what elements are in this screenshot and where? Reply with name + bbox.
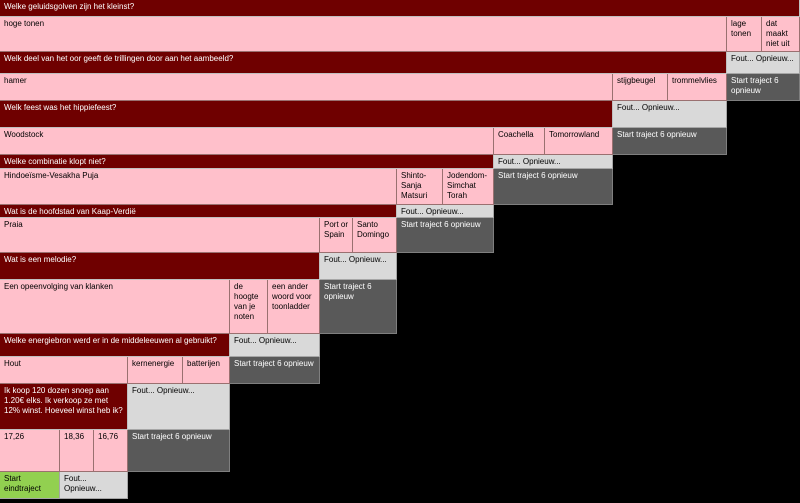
answer-4-c[interactable]: Jodendom-Simchat Torah xyxy=(443,169,494,205)
answer-6-c[interactable]: een ander woord voor toonladder xyxy=(268,280,320,334)
question-1: Welke geluidsgolven zijn het kleinst? xyxy=(0,0,800,17)
answer-2-b[interactable]: stijgbeugel xyxy=(613,74,668,101)
answer-5-c[interactable]: Santo Domingo xyxy=(353,218,397,253)
answer-6-correct[interactable]: Een opeenvolging van klanken xyxy=(0,280,230,334)
fout-button-2[interactable]: Fout... Opnieuw... xyxy=(613,101,727,128)
fout-button-5[interactable]: Fout... Opnieuw... xyxy=(320,253,397,280)
restart-button-2[interactable]: Start traject 6 opnieuw xyxy=(613,128,727,155)
answer-4-a[interactable]: Hindoeïsme-Vesakha Puja xyxy=(0,169,397,205)
answer-4-b[interactable]: Shinto-Sanja Matsuri xyxy=(397,169,443,205)
question-2: Welk deel van het oor geeft de trillinge… xyxy=(0,52,727,74)
restart-button-5[interactable]: Start traject 6 opnieuw xyxy=(320,280,397,334)
restart-button-1[interactable]: Start traject 6 opnieuw xyxy=(727,74,800,101)
answer-2-correct[interactable]: hamer xyxy=(0,74,613,101)
question-8: Ik koop 120 dozen snoep aan 1.20€ elks. … xyxy=(0,384,128,430)
question-3: Welk feest was het hippiefeest? xyxy=(0,101,613,128)
answer-7-b[interactable]: kernenergie xyxy=(128,357,183,384)
answer-8-correct[interactable]: 18,36 xyxy=(60,430,94,472)
fout-button-6[interactable]: Fout... Opnieuw... xyxy=(230,334,320,357)
answer-1-c[interactable]: dat maakt niet uit xyxy=(762,17,800,52)
start-eindtraject-button[interactable]: Start eindtraject xyxy=(0,472,60,499)
answer-6-b[interactable]: de hoogte van je noten xyxy=(230,280,268,334)
answer-7-c[interactable]: batterijen xyxy=(183,357,230,384)
answer-3-c[interactable]: Tomorrowland xyxy=(545,128,613,155)
restart-button-4[interactable]: Start traject 6 opnieuw xyxy=(397,218,494,253)
question-5: Wat is de hoofdstad van Kaap-Verdië xyxy=(0,205,397,218)
answer-1-correct[interactable]: hoge tonen xyxy=(0,17,727,52)
fout-button-1[interactable]: Fout... Opnieuw... xyxy=(727,52,800,74)
answer-5-correct[interactable]: Praia xyxy=(0,218,320,253)
answer-3-b[interactable]: Coachella xyxy=(494,128,545,155)
restart-button-3[interactable]: Start traject 6 opnieuw xyxy=(494,169,613,205)
answer-8-c[interactable]: 16,76 xyxy=(94,430,128,472)
answer-5-b[interactable]: Port or Spain xyxy=(320,218,353,253)
question-7: Welke energiebron werd er in de middelee… xyxy=(0,334,230,357)
answer-8-a[interactable]: 17,26 xyxy=(0,430,60,472)
answer-7-correct[interactable]: Hout xyxy=(0,357,128,384)
fout-button-3[interactable]: Fout... Opnieuw... xyxy=(494,155,613,169)
answer-3-correct[interactable]: Woodstock xyxy=(0,128,494,155)
restart-button-7[interactable]: Start traject 6 opnieuw xyxy=(128,430,230,472)
fout-button-8[interactable]: Fout... Opnieuw... xyxy=(60,472,128,499)
restart-button-6[interactable]: Start traject 6 opnieuw xyxy=(230,357,320,384)
question-4: Welke combinatie klopt niet? xyxy=(0,155,494,169)
answer-2-c[interactable]: trommelvlies xyxy=(668,74,727,101)
fout-button-4[interactable]: Fout... Opnieuw... xyxy=(397,205,494,218)
answer-1-b[interactable]: lage tonen xyxy=(727,17,762,52)
fout-button-7[interactable]: Fout... Opnieuw... xyxy=(128,384,230,430)
question-6: Wat is een melodie? xyxy=(0,253,320,280)
